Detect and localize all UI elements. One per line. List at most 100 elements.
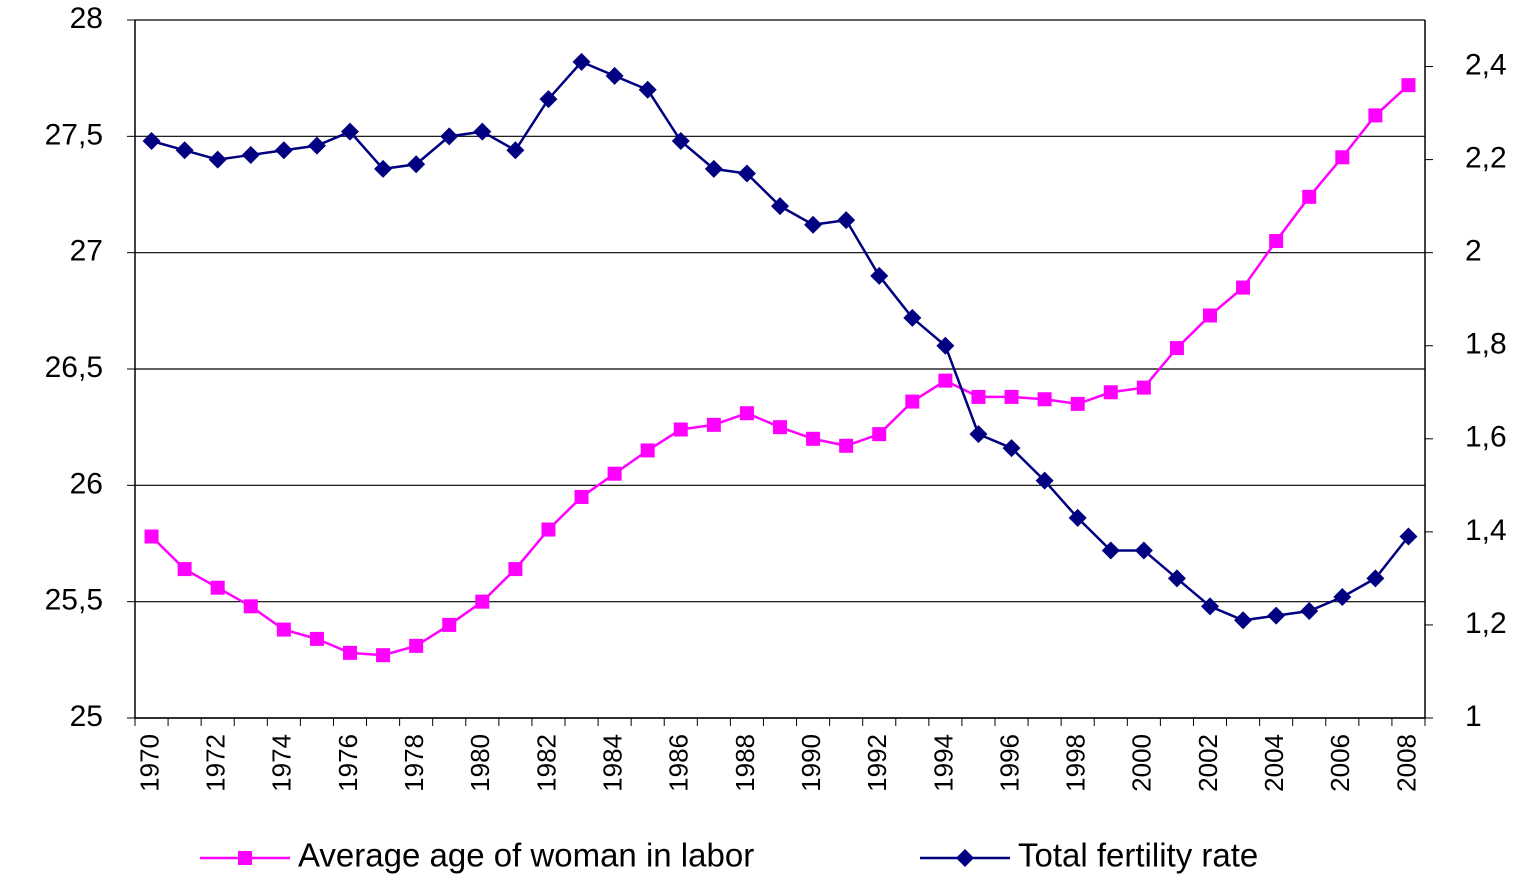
x-tick-label: 1984	[597, 734, 627, 792]
x-tick-label: 1994	[928, 734, 958, 792]
x-tick-label: 1988	[730, 734, 760, 792]
legend-marker	[238, 851, 252, 865]
x-tick-label: 1978	[399, 734, 429, 792]
x-tick-label: 2008	[1391, 734, 1421, 792]
x-tick-label: 1982	[531, 734, 561, 792]
data-point	[574, 489, 589, 504]
data-point	[1368, 108, 1383, 123]
data-point	[837, 211, 856, 230]
data-point	[936, 336, 955, 355]
data-point	[605, 66, 624, 85]
data-point	[1101, 541, 1120, 560]
y2-tick-label: 2,2	[1465, 142, 1507, 175]
data-point	[243, 599, 258, 614]
x-tick-label: 1986	[664, 734, 694, 792]
legend-marker	[956, 849, 974, 867]
data-point	[640, 443, 655, 458]
data-point	[208, 150, 227, 169]
data-point	[307, 136, 326, 155]
x-tick-label: 2006	[1325, 734, 1355, 792]
x-tick-label: 1980	[465, 734, 495, 792]
data-point	[1236, 280, 1251, 295]
y-tick-label: 27,5	[45, 118, 103, 151]
data-point	[1037, 392, 1052, 407]
y-tick-label: 25,5	[45, 584, 103, 617]
data-point	[739, 406, 754, 421]
data-point	[771, 197, 789, 216]
data-point	[638, 80, 657, 99]
data-point	[1134, 541, 1153, 560]
x-tick-label: 1972	[201, 734, 231, 792]
data-point	[737, 164, 756, 183]
data-point	[1070, 396, 1085, 411]
data-point	[475, 594, 490, 609]
data-point	[905, 394, 920, 409]
data-point	[1002, 439, 1021, 458]
data-point	[903, 308, 922, 327]
x-tick-label: 1970	[134, 734, 164, 792]
x-tick-label: 1990	[796, 734, 826, 792]
data-point	[1366, 569, 1385, 588]
data-point	[1201, 597, 1219, 616]
data-point	[442, 617, 457, 632]
data-point	[407, 155, 426, 174]
data-point	[1068, 508, 1087, 527]
data-point	[144, 529, 159, 544]
data-point	[341, 122, 359, 141]
y2-tick-label: 1,8	[1465, 328, 1507, 361]
data-point	[706, 417, 721, 432]
data-point	[969, 425, 988, 444]
x-tick-label: 2002	[1193, 734, 1223, 792]
series-line	[150, 84, 1410, 657]
data-point	[804, 215, 823, 234]
data-point	[607, 466, 622, 481]
data-point	[177, 562, 192, 577]
y2-tick-label: 1,4	[1465, 514, 1507, 547]
series-line	[151, 60, 1410, 622]
x-tick-label: 2000	[1127, 734, 1157, 792]
data-point	[473, 122, 492, 141]
data-point	[1401, 78, 1416, 93]
x-tick-label: 1976	[333, 734, 363, 792]
y2-tick-label: 1,6	[1465, 421, 1507, 454]
data-point	[506, 141, 525, 160]
data-point	[1167, 569, 1186, 588]
data-point	[938, 373, 953, 388]
data-point	[1269, 234, 1284, 249]
data-point	[773, 420, 787, 435]
data-point	[872, 427, 887, 442]
data-point	[704, 159, 723, 178]
data-point	[1234, 611, 1253, 630]
x-tick-label: 2004	[1259, 734, 1289, 792]
y-tick-label: 28	[70, 2, 103, 35]
data-point	[376, 648, 391, 663]
data-point	[1300, 601, 1319, 620]
data-point	[1399, 527, 1418, 546]
data-point	[1335, 150, 1350, 165]
data-point	[1136, 380, 1151, 395]
data-point	[870, 266, 889, 285]
data-point	[142, 131, 161, 150]
data-point	[1035, 471, 1054, 490]
data-point	[508, 562, 523, 577]
data-point	[541, 522, 556, 537]
data-point	[1203, 308, 1217, 323]
data-point	[572, 52, 591, 71]
data-point	[175, 141, 194, 160]
data-point	[1004, 389, 1019, 404]
legend-label: Total fertility rate	[1018, 837, 1258, 874]
y2-tick-label: 2,4	[1465, 48, 1507, 81]
data-point	[971, 389, 986, 404]
data-point	[539, 90, 558, 109]
y2-tick-label: 1,2	[1465, 607, 1507, 640]
data-point	[276, 622, 291, 637]
x-tick-label: 1974	[267, 734, 297, 792]
data-point	[839, 438, 854, 453]
y2-tick-label: 1	[1465, 700, 1482, 733]
data-point	[806, 431, 821, 446]
y-tick-label: 26,5	[45, 351, 103, 384]
x-tick-label: 1992	[862, 734, 892, 792]
data-point	[343, 645, 357, 660]
x-tick-label: 1998	[1061, 734, 1091, 792]
